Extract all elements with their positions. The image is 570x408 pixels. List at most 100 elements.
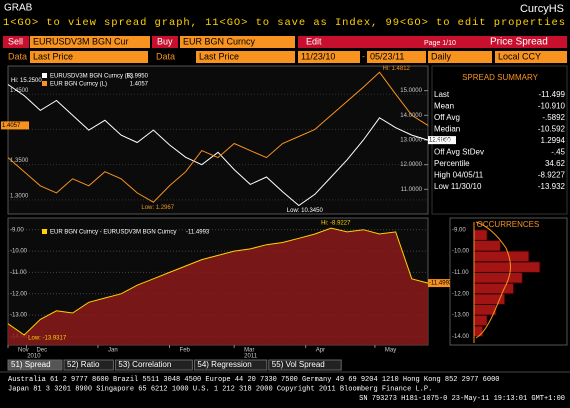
last-value-tag: [428, 136, 456, 145]
occ-bar: [473, 282, 515, 295]
occ-bar: [473, 314, 488, 327]
tab-label[interactable]: 52) Ratio: [67, 360, 100, 369]
start-field[interactable]: [298, 51, 360, 63]
tab[interactable]: [114, 359, 193, 371]
low-annotation: Low: 1.2967: [141, 205, 174, 211]
start-date[interactable]: 11/23/10: [301, 51, 335, 61]
upper-plot: [7, 65, 429, 215]
summary-value: 1.2994: [541, 136, 566, 145]
buy-field[interactable]: [180, 36, 295, 48]
y-tick-label: 1.3000: [10, 193, 29, 199]
occ-tick-label: -11.00: [452, 270, 469, 276]
summary-value: -10.592: [538, 125, 566, 134]
summary-value: -8.9227: [538, 171, 566, 180]
y-tick-label: -9.00: [10, 227, 24, 233]
tab[interactable]: [193, 359, 268, 371]
end-field[interactable]: [367, 51, 426, 63]
summary-value: -10.910: [538, 102, 566, 111]
hint: 1<GO> to view spread graph, 11<GO> to sa…: [3, 17, 565, 29]
y-tick-label: -10.00: [10, 249, 28, 255]
occ-bar: [473, 250, 530, 263]
data2[interactable]: Last Price: [199, 51, 239, 61]
occurrences-title: OCCURRENCES: [477, 220, 540, 229]
y2-tick-label: 11.0000: [401, 187, 423, 193]
last-value-label: 12.9950: [429, 138, 451, 144]
year-label: 2010: [27, 354, 41, 360]
low-annotation: Low: 10.3450: [287, 208, 324, 214]
occ-bar: [473, 325, 484, 337]
buy-label: Buy: [157, 36, 173, 46]
y2-tick-label: 15.0000: [400, 88, 422, 94]
y-tick-label: -12.00: [10, 291, 28, 297]
mode: Price Spread: [490, 37, 548, 48]
last-value-label: -11.4993: [429, 281, 453, 287]
last-value-tag: [1, 121, 29, 130]
summary-label: Off Avg StDev: [434, 148, 484, 157]
x-tick-label: May: [385, 348, 396, 354]
summary-value: -11.499: [538, 90, 565, 99]
y-tick-label: -13.00: [10, 313, 28, 319]
hi-annotation: Hi: -8.9227: [321, 221, 351, 227]
series-line: [7, 71, 429, 203]
tab[interactable]: [268, 359, 342, 371]
sell-label: Sell: [8, 36, 23, 46]
sell-label-box: [3, 36, 29, 48]
buy-ticker[interactable]: EUR BGN Curncy: [183, 36, 256, 46]
legend-name: EURUSDV3M BGN Curncy (R): [50, 74, 133, 80]
summary-label: StDev: [434, 136, 456, 145]
occ-tick-label: -10.00: [452, 249, 470, 255]
occ-tick-label: -14.00: [452, 334, 470, 340]
end-date[interactable]: 05/23/11: [370, 51, 404, 61]
tab-label[interactable]: 54) Regression: [197, 360, 251, 369]
y2-tick-label: 14.0000: [400, 113, 422, 119]
series-line: [7, 84, 429, 207]
footer-line: Japan 81 3 3201 8900 Singapore 65 6212 1…: [8, 385, 432, 393]
occ-bar: [473, 271, 523, 284]
data1-field[interactable]: [30, 51, 148, 63]
occ-tick-label: -12.00: [452, 291, 470, 297]
data2-field[interactable]: [196, 51, 295, 63]
tab[interactable]: [63, 359, 114, 371]
y-tick-label: 1.3500: [10, 158, 29, 164]
tab-label[interactable]: 53) Correlation: [118, 360, 171, 369]
x-tick-label: Jan: [108, 348, 118, 354]
summary-label: Median: [434, 125, 460, 134]
ccy[interactable]: Local CCY: [498, 51, 541, 61]
legend-swatch: [42, 81, 47, 86]
x-tick-label: Mar: [244, 348, 254, 354]
last-value-label: 1.4057: [2, 123, 21, 129]
x-tick-label: Feb: [180, 348, 191, 354]
data2-label: Data: [156, 51, 175, 61]
occ-bar: [473, 303, 497, 316]
screen-title: GRAB: [4, 3, 33, 14]
summary-title: SPREAD SUMMARY: [462, 73, 539, 82]
spread-line: [7, 227, 429, 336]
y-tick-label: -11.00: [10, 270, 27, 276]
y2-tick-label: 12.0000: [400, 162, 422, 168]
hi-annotation: Hi: 15.2500: [11, 78, 42, 84]
sell-ticker[interactable]: EURUSDV3M BGN Cur: [33, 36, 129, 46]
tab-label[interactable]: 51) Spread: [11, 360, 51, 369]
summary-label: Last: [434, 90, 450, 99]
period-field[interactable]: [428, 51, 492, 63]
y-tick-label: 1.4500: [10, 88, 29, 94]
tab[interactable]: [7, 359, 63, 371]
year-label: 2011: [244, 354, 258, 360]
tab-label[interactable]: 55) Vol Spread: [272, 360, 325, 369]
occ-tick-label: -13.00: [452, 313, 470, 319]
summary-label: Mean: [434, 102, 454, 111]
low-annotation: Low: -13.9317: [28, 336, 67, 342]
legend-name: EUR BGN Curncy (L): [50, 82, 107, 88]
data1[interactable]: Last Price: [33, 51, 73, 61]
footer-line: Australia 61 2 9777 8600 Brazil 5511 304…: [8, 376, 499, 384]
data1-label: Data: [8, 51, 27, 61]
sell-field[interactable]: [30, 36, 150, 48]
ccy-field[interactable]: [495, 51, 567, 63]
legend-value: 12.9950: [126, 74, 148, 80]
summary-label: Percentile: [434, 159, 470, 168]
summary-label: Low 11/30/10: [434, 182, 482, 191]
period[interactable]: Daily: [431, 51, 452, 61]
occ-bar: [473, 261, 541, 273]
edit-button[interactable]: Edit: [306, 36, 322, 46]
brand: CurcyHS: [520, 3, 564, 15]
